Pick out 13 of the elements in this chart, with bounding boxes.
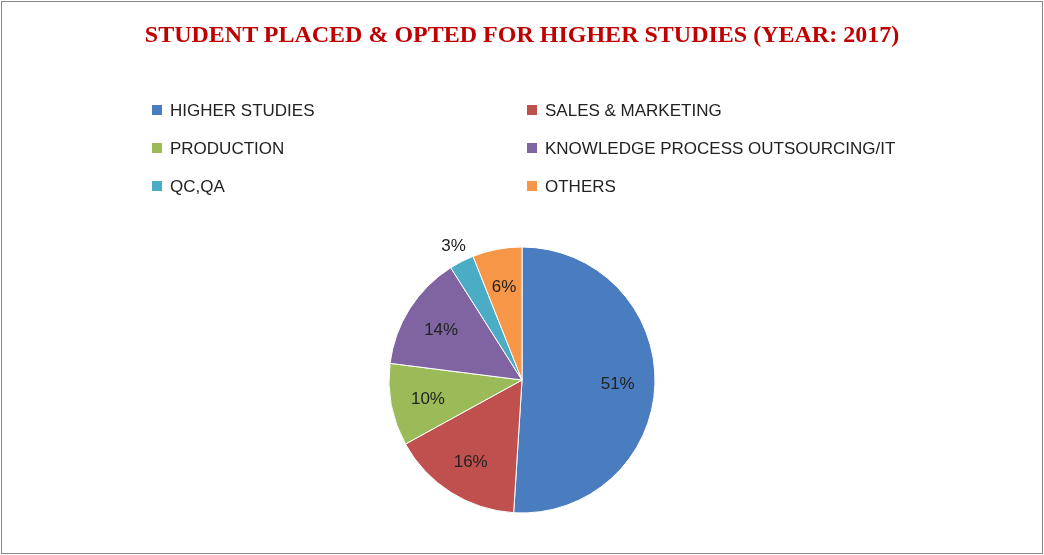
legend-label: PRODUCTION	[170, 138, 285, 158]
legend-label: OTHERS	[545, 176, 616, 196]
legend-label: KNOWLEDGE PROCESS OUTSOURCING/IT	[545, 138, 896, 158]
legend-label: HIGHER STUDIES	[170, 100, 315, 120]
data-label: 14%	[424, 319, 459, 339]
legend-label: QC,QA	[170, 176, 226, 196]
chart-title: STUDENT PLACED & OPTED FOR HIGHER STUDIES (YEAR: 2017)	[143, 20, 901, 49]
legend-label: SALES & MARKETING	[545, 100, 722, 120]
data-label: 51%	[600, 373, 635, 393]
data-label: 16%	[453, 451, 488, 471]
data-label: 3%	[441, 236, 466, 256]
data-label: 6%	[491, 276, 517, 296]
data-label: 10%	[410, 388, 445, 408]
